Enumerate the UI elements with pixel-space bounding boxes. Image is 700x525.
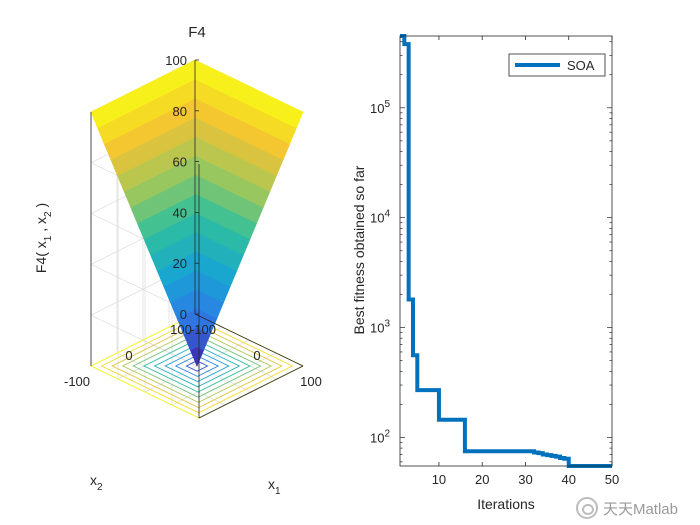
z-tick-label: 0 xyxy=(180,307,187,322)
watermark: 天天Matlab xyxy=(575,495,678,521)
x2-tick-label: 0 xyxy=(125,348,132,363)
x-tick-label: 40 xyxy=(562,472,576,487)
z-tick-label: 20 xyxy=(173,256,187,271)
plot-box xyxy=(399,35,613,467)
x2-tick-label: -100 xyxy=(64,374,90,389)
x1-tick-label: 0 xyxy=(253,348,260,363)
x1-tick-label: 100 xyxy=(300,374,322,389)
wechat-icon xyxy=(575,497,598,519)
x-axis-label: Iterations xyxy=(477,496,535,512)
line-plot: 10 20 30 40 50 102 103 104 105 Iterations Best f… xyxy=(351,34,619,512)
surface-faces xyxy=(90,59,304,367)
x2-axis-label: x2 xyxy=(90,472,103,493)
z-tick-label: 40 xyxy=(173,205,187,220)
y-tick-label: 104 xyxy=(370,209,390,226)
series-soa-line xyxy=(400,34,612,468)
surface-axes xyxy=(90,59,304,419)
z-axis-label: F4( x1 , x2 ) xyxy=(33,203,54,273)
watermark-text: 天天Matlab xyxy=(602,500,678,518)
x1-tick-label: -100 xyxy=(190,322,216,337)
x-tick-label: 20 xyxy=(475,472,489,487)
z-tick-label: 100 xyxy=(165,53,187,68)
x-tick-label: 30 xyxy=(518,472,532,487)
legend-label-soa: SOA xyxy=(567,58,595,73)
legend[interactable]: SOA xyxy=(508,53,606,77)
line-axis-ticks: 10 20 30 40 50 102 103 104 105 xyxy=(370,36,619,487)
x-tick-label: 50 xyxy=(605,472,619,487)
y-axis-label: Best fitness obtained so far xyxy=(351,165,367,334)
y-tick-label: 103 xyxy=(370,319,390,336)
x1-axis-label: x1 xyxy=(268,476,281,497)
surface-plot: F4 F4( x1 , x2 ) x1 x2 020406080100-1000… xyxy=(33,24,322,497)
surface-title: F4 xyxy=(188,24,206,41)
box-edge xyxy=(198,365,304,419)
box-edge xyxy=(194,313,304,367)
x2-tick-label: 100 xyxy=(170,322,192,337)
y-tick-label: 102 xyxy=(370,428,390,445)
z-tick-label: 60 xyxy=(173,155,187,170)
y-tick-label: 105 xyxy=(370,99,390,116)
z-tick-label: 80 xyxy=(173,104,187,119)
plot-area xyxy=(400,36,612,466)
x-tick-label: 10 xyxy=(432,472,446,487)
